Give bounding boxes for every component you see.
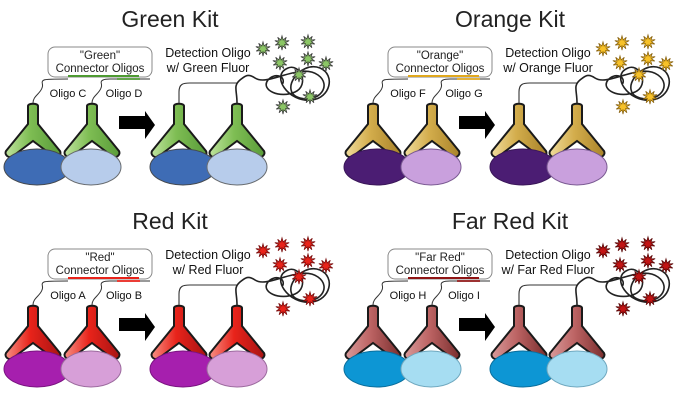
svg-text:Oligo G: Oligo G [445, 88, 482, 100]
svg-text:Red Kit: Red Kit [132, 208, 208, 234]
svg-text:"Far Red": "Far Red" [415, 252, 465, 264]
svg-text:w/ Orange Fluor: w/ Orange Fluor [502, 61, 593, 75]
svg-text:Detection Oligo: Detection Oligo [165, 248, 251, 262]
svg-text:Oligo F: Oligo F [390, 88, 426, 100]
svg-text:Connector Oligos: Connector Oligos [396, 63, 485, 75]
svg-text:Connector Oligos: Connector Oligos [396, 265, 485, 277]
svg-text:Oligo I: Oligo I [448, 290, 480, 302]
svg-text:w/ Green Fluor: w/ Green Fluor [166, 61, 250, 75]
svg-text:Orange Kit: Orange Kit [455, 6, 566, 32]
svg-text:"Red": "Red" [85, 252, 114, 264]
svg-text:Detection Oligo: Detection Oligo [165, 46, 251, 60]
svg-text:w/ Far Red Fluor: w/ Far Red Fluor [500, 263, 594, 277]
svg-text:Oligo B: Oligo B [106, 290, 142, 302]
svg-text:Oligo C: Oligo C [50, 88, 87, 100]
svg-text:Oligo H: Oligo H [390, 290, 427, 302]
svg-text:Connector Oligos: Connector Oligos [56, 63, 145, 75]
svg-text:Far Red Kit: Far Red Kit [452, 208, 569, 234]
svg-text:"Green": "Green" [80, 50, 120, 62]
svg-text:Detection Oligo: Detection Oligo [505, 46, 591, 60]
svg-text:Green Kit: Green Kit [121, 6, 219, 32]
svg-text:Oligo A: Oligo A [50, 290, 86, 302]
svg-text:w/ Red Fluor: w/ Red Fluor [172, 263, 244, 277]
svg-text:Detection Oligo: Detection Oligo [505, 248, 591, 262]
svg-text:"Orange": "Orange" [417, 50, 464, 62]
svg-text:Oligo D: Oligo D [106, 88, 143, 100]
svg-text:Connector Oligos: Connector Oligos [56, 265, 145, 277]
